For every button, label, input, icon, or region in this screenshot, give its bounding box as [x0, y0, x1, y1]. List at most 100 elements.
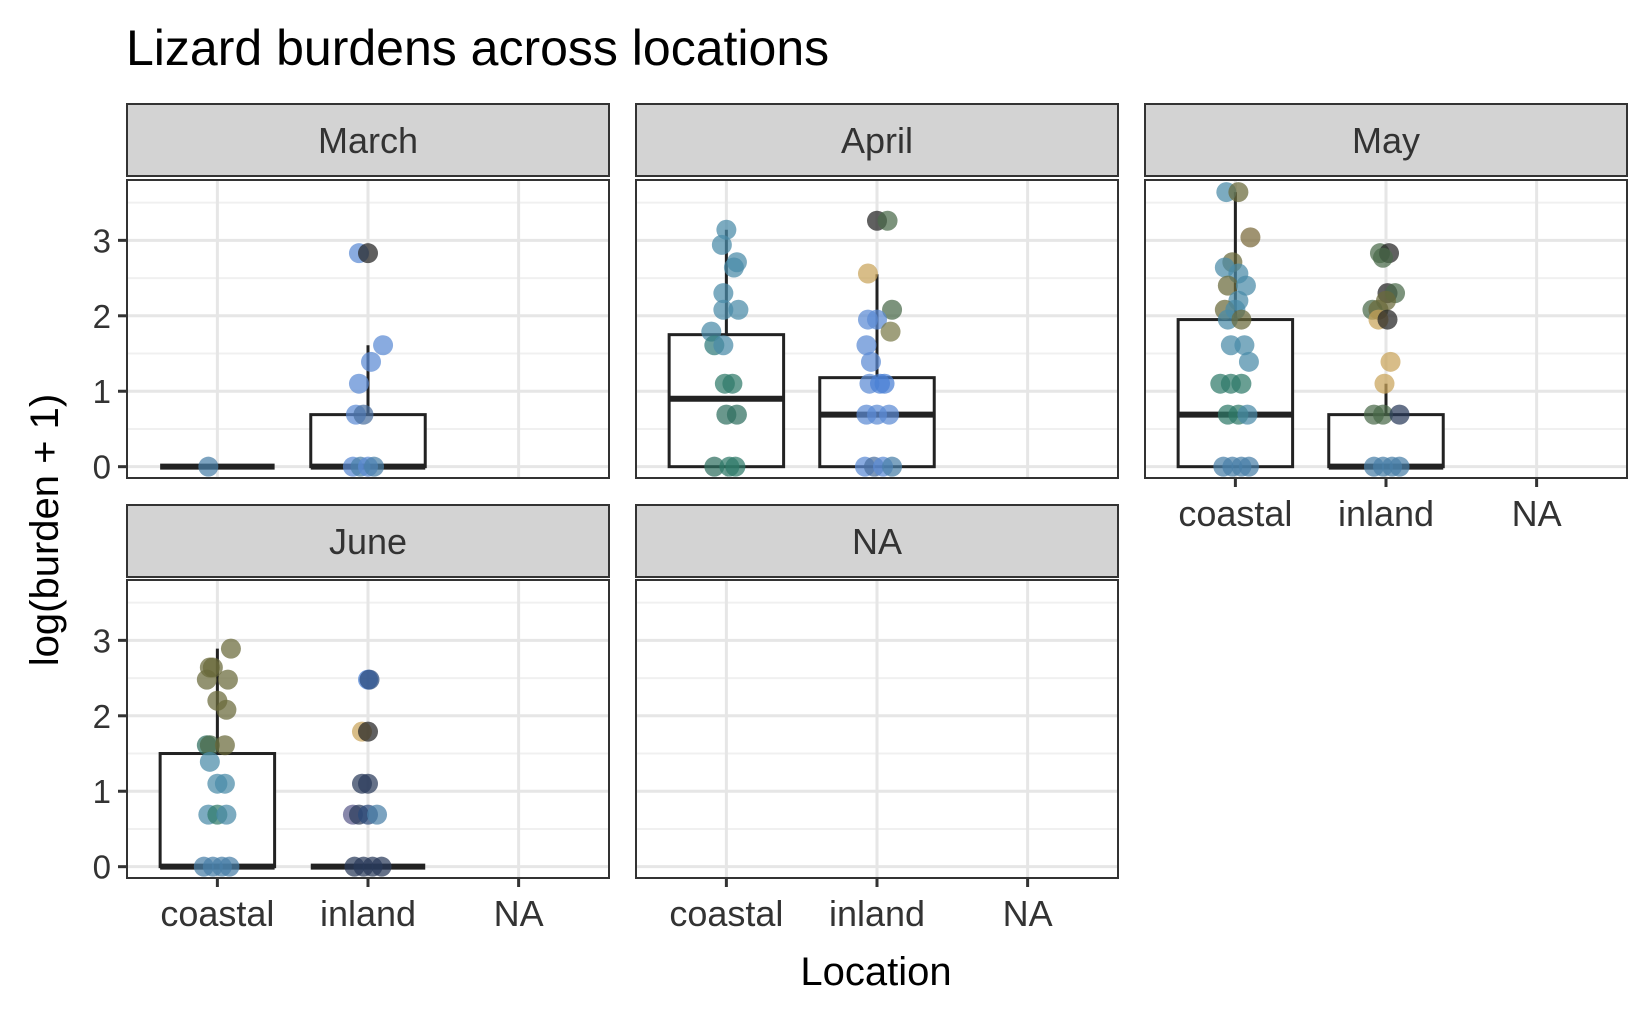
data-point	[1240, 227, 1261, 248]
y-axis-title: log(burden + 1)	[23, 394, 67, 666]
data-point	[353, 404, 374, 425]
data-point	[880, 321, 901, 342]
strip-label: March	[318, 120, 418, 161]
x-tick-label: coastal	[1178, 493, 1292, 534]
data-point	[716, 219, 737, 240]
data-point	[358, 243, 378, 264]
y-tick-label: 2	[93, 298, 111, 335]
data-point	[857, 263, 878, 284]
data-point	[1389, 404, 1410, 425]
data-point	[216, 804, 237, 825]
data-point	[358, 773, 378, 794]
facet-june: June 0 1 2 3 coastal inland NA	[93, 504, 610, 934]
strip-label: June	[329, 521, 407, 562]
data-point	[214, 773, 235, 794]
y-tick-label: 3	[93, 222, 111, 259]
y-tick-label: 0	[93, 849, 111, 886]
x-axis-title: Location	[800, 950, 951, 994]
data-point	[1380, 351, 1401, 372]
box-coastal	[667, 229, 786, 469]
data-point	[1237, 404, 1258, 425]
x-tick-label: coastal	[669, 893, 783, 934]
x-tick-label: NA	[494, 893, 544, 934]
y-tick-label: 2	[93, 698, 111, 735]
data-point	[722, 373, 743, 394]
data-point	[874, 373, 895, 394]
data-point	[358, 721, 378, 742]
data-point	[882, 299, 903, 320]
facet-na: NA coastal inland NA	[635, 504, 1119, 934]
facet-march: March 0 1 2 3	[93, 103, 610, 486]
data-point	[373, 335, 394, 356]
data-point	[856, 335, 877, 356]
data-point	[214, 735, 235, 756]
chart-title: Lizard burdens across locations	[126, 20, 829, 76]
panel-border	[126, 179, 610, 479]
strip-background	[126, 504, 610, 578]
data-point	[1234, 335, 1255, 356]
data-point	[1217, 275, 1238, 296]
data-point	[348, 373, 369, 394]
panel-border	[635, 179, 1119, 479]
facet-may: May coastal inland NA	[1144, 103, 1628, 534]
data-point	[725, 456, 746, 477]
data-point	[196, 669, 217, 690]
data-point	[867, 309, 887, 330]
y-tick-label: 3	[93, 622, 111, 659]
data-point	[711, 234, 732, 255]
data-point	[219, 856, 240, 877]
data-point	[704, 456, 725, 477]
data-point	[359, 669, 380, 690]
strip-background	[1144, 103, 1628, 177]
facet-april: April	[635, 103, 1119, 479]
data-point	[879, 404, 900, 425]
y-tick-label: 0	[93, 449, 111, 486]
data-point	[217, 669, 238, 690]
x-tick-label: NA	[1512, 493, 1562, 534]
data-point	[713, 335, 734, 356]
strip-label: NA	[852, 521, 902, 562]
data-point	[713, 299, 734, 320]
data-point	[199, 735, 220, 756]
data-point	[1389, 456, 1410, 477]
data-point	[1377, 309, 1398, 330]
facets: March 0 1 2 3 April May coastal inland NA June 0 1 2 3…	[93, 103, 1628, 934]
data-point	[198, 456, 219, 477]
strip-background	[635, 103, 1119, 177]
y-tick-label: 1	[93, 773, 111, 810]
data-point	[1372, 247, 1393, 268]
data-point	[216, 699, 237, 720]
data-point	[1372, 404, 1393, 425]
data-point	[860, 351, 881, 372]
x-tick-label: coastal	[160, 893, 274, 934]
data-point	[726, 404, 747, 425]
data-point	[1231, 309, 1252, 330]
data-point	[220, 638, 241, 659]
strip-background	[126, 103, 610, 177]
data-point	[713, 283, 734, 304]
x-tick-label: inland	[829, 893, 925, 934]
data-point	[728, 299, 749, 320]
x-tick-label: NA	[1003, 893, 1053, 934]
strip-label: May	[1352, 120, 1420, 161]
x-tick-label: inland	[320, 893, 416, 934]
data-point	[1228, 182, 1249, 203]
data-point	[1235, 275, 1256, 296]
data-point	[882, 456, 903, 477]
data-point	[1238, 351, 1259, 372]
data-point	[364, 456, 385, 477]
data-point	[367, 804, 388, 825]
data-point	[1231, 373, 1252, 394]
strip-label: April	[841, 120, 913, 161]
data-point	[361, 351, 382, 372]
y-tick-label: 1	[93, 373, 111, 410]
data-point	[199, 751, 220, 772]
data-point	[1374, 373, 1395, 394]
data-point	[371, 856, 392, 877]
x-tick-label: inland	[1338, 493, 1434, 534]
data-point	[877, 210, 898, 231]
data-point	[1238, 456, 1259, 477]
strip-background	[635, 504, 1119, 578]
data-point	[723, 257, 744, 278]
